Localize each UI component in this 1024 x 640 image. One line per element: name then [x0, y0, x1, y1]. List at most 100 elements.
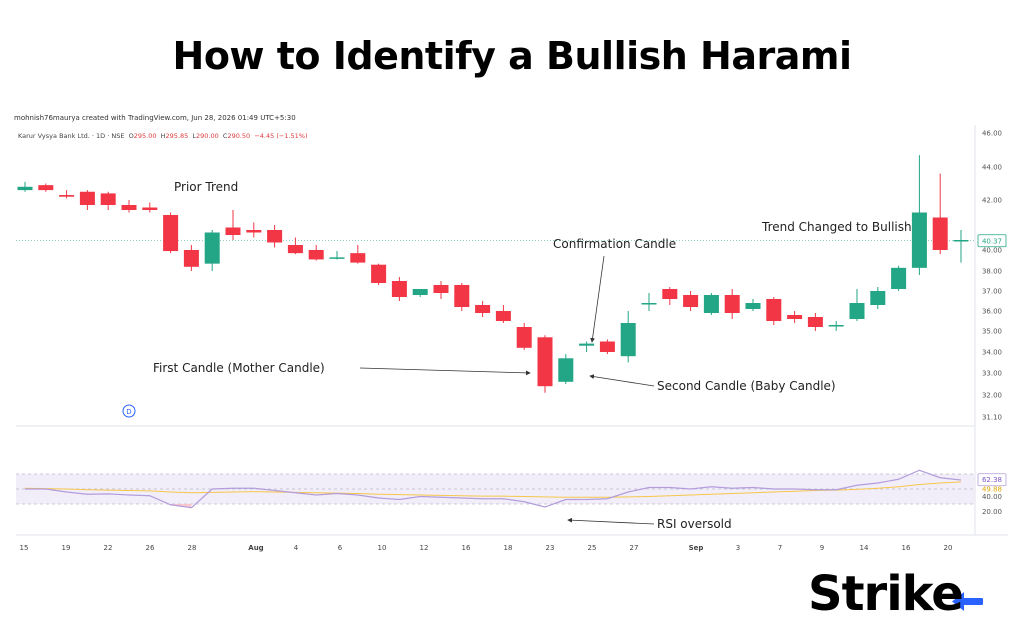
low-label: L [192, 132, 197, 140]
candle-body [599, 341, 615, 352]
time-tick-label: 16 [462, 544, 471, 552]
candle-body [79, 191, 95, 205]
symbol-legend: Karur Vysya Bank Ltd. · 1D · NSE O295.00… [18, 132, 308, 140]
price-tick-label: 35.00 [982, 328, 1002, 336]
candle-body [828, 325, 844, 327]
candle-body [662, 289, 678, 299]
candle-body [204, 232, 220, 264]
candle-body [163, 215, 179, 252]
candle-body [183, 250, 199, 267]
time-tick-label: 19 [62, 544, 71, 552]
time-tick-label: 20 [944, 544, 953, 552]
candle-body [308, 250, 324, 260]
time-tick-label: 18 [504, 544, 513, 552]
time-tick-label: 9 [820, 544, 824, 552]
price-tick-label: 42.00 [982, 197, 1002, 205]
candle-body [911, 212, 927, 268]
candle-body [641, 303, 657, 305]
time-tick-label: 6 [338, 544, 343, 552]
time-tick-label: 7 [778, 544, 782, 552]
price-tick-label: 40.00 [982, 247, 1002, 255]
rsi-line [25, 469, 962, 509]
candle-body [579, 343, 595, 346]
strike-logo: Strike [808, 566, 964, 622]
candle-body [558, 358, 574, 382]
price-tick-label: 34.00 [982, 349, 1002, 357]
candle-body [329, 257, 345, 259]
price-tick-label: 44.00 [982, 164, 1002, 172]
dividend-marker-icon [122, 404, 136, 418]
annotation-second-candle: Second Candle (Baby Candle) [657, 379, 836, 393]
time-tick-label: 26 [146, 544, 155, 552]
high-value: 295.85 [165, 132, 189, 140]
candle-body [433, 285, 449, 293]
rsi-value-label: 62.38 [982, 476, 1002, 484]
rsi-tick-label: 20.00 [982, 508, 1002, 516]
candle-body [870, 291, 886, 305]
time-tick-label: 3 [736, 544, 740, 552]
annotation-rsi-oversold: RSI oversold [657, 517, 732, 531]
candle-body [537, 337, 553, 387]
candle-body [766, 299, 782, 321]
annotation-prior-trend: Prior Trend [174, 180, 238, 194]
price-tick-label: 38.00 [982, 268, 1002, 276]
candle-body [38, 185, 54, 191]
candle-body [100, 193, 116, 205]
candle-body [495, 311, 511, 321]
high-label: H [160, 132, 166, 140]
candle-body [391, 281, 407, 297]
rsi-ma-value-label: 49.88 [982, 486, 1002, 494]
time-tick-label: 28 [188, 544, 197, 552]
candle-body [953, 240, 969, 242]
change-value: −4.45 (−1.51%) [254, 132, 308, 140]
candle-body [371, 264, 387, 283]
price-tick-label: 32.00 [982, 392, 1002, 400]
time-tick-label: 22 [104, 544, 113, 552]
time-tick-label: 4 [294, 544, 299, 552]
candle-body [807, 317, 823, 327]
time-tick-label: 10 [378, 544, 387, 552]
arrow-first-candle [359, 367, 531, 376]
candle-body [454, 285, 470, 307]
candle-body [724, 295, 740, 313]
candle-body [703, 295, 719, 313]
price-tick-label: 33.00 [982, 370, 1002, 378]
candle-body [891, 267, 907, 289]
candle-body [287, 245, 303, 254]
time-tick-label: 25 [588, 544, 597, 552]
candle-body [475, 305, 491, 313]
low-value: 290.00 [196, 132, 219, 140]
brand-text: Strike [808, 566, 964, 622]
annotation-first-candle: First Candle (Mother Candle) [153, 361, 325, 375]
rsi-value-tag [977, 473, 1007, 487]
time-tick-label: 12 [420, 544, 429, 552]
candle-body [787, 315, 803, 319]
candle-body [17, 186, 33, 191]
dividend-marker-label: D [126, 408, 131, 416]
candle-body [516, 327, 532, 348]
time-tick-label: 23 [546, 544, 555, 552]
open-value: 295.00 [133, 132, 157, 140]
price-tick-label: 36.00 [982, 308, 1002, 316]
candle-body [620, 323, 636, 357]
candle-body [225, 227, 241, 235]
chart-credit: mohnish76maurya created with TradingView… [14, 114, 296, 122]
candle-body [683, 295, 699, 307]
candle-body [267, 230, 283, 243]
last-price-tag [977, 234, 1007, 248]
page-title: How to Identify a Bullish Harami [172, 34, 852, 78]
last-price-label: 40.37 [982, 237, 1002, 245]
time-tick-label: 27 [630, 544, 639, 552]
time-tick-label: Sep [689, 544, 704, 552]
arrow-confirmation [590, 255, 605, 343]
rsi-ma-line [24, 481, 962, 498]
annotation-confirmation: Confirmation Candle [553, 237, 676, 251]
time-tick-label: 15 [20, 544, 29, 552]
candle-body [412, 289, 428, 295]
candle-body [849, 303, 865, 319]
price-tick-label: 31.10 [982, 414, 1002, 422]
price-tick-label: 37.00 [982, 288, 1002, 296]
time-tick-label: Aug [248, 544, 263, 552]
close-value: 290.50 [227, 132, 251, 140]
